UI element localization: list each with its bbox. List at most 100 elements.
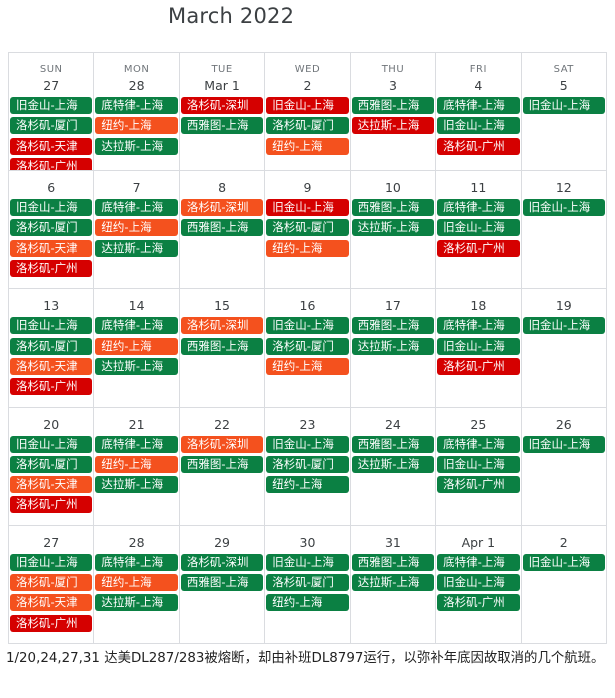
day-cell[interactable]: 31 西雅图-上海 达拉斯-上海 [350,525,437,644]
flight-event-chip[interactable]: 底特律-上海 [95,317,178,335]
day-cell[interactable]: 17 西雅图-上海 达拉斯-上海 [350,289,437,408]
day-cell[interactable]: 2 旧金山-上海 [521,525,607,644]
flight-event-chip[interactable]: 洛杉矶-深圳 [180,435,264,453]
day-cell[interactable]: 24 西雅图-上海 达拉斯-上海 [350,407,437,526]
flight-event-chip[interactable]: 洛杉矶-厦门 [266,574,349,592]
day-number[interactable]: 31 [384,534,401,550]
day-cell[interactable]: Apr 1 底特律-上海 旧金山-上海 洛杉矶-广州 [436,525,522,644]
day-number[interactable]: 28 [128,534,145,550]
day-cell[interactable]: 9 旧金山-上海 洛杉矶-厦门 纽约-上海 [265,171,351,290]
flight-event-chip[interactable]: 纽约-上海 [266,239,349,257]
day-number[interactable]: 27 [43,534,60,550]
flight-event-chip[interactable]: 旧金山-上海 [10,97,93,114]
flight-event-chip[interactable]: 达拉斯-上海 [351,455,435,473]
flight-event-chip[interactable]: 西雅图-上海 [351,435,435,453]
flight-event-chip[interactable]: 纽约-上海 [95,337,178,355]
day-cell[interactable]: 13 旧金山-上海 洛杉矶-厦门 洛杉矶-天津 洛杉矶-广州 [9,289,95,408]
flight-event-chip[interactable]: 底特律-上海 [437,435,520,453]
flight-event-chip[interactable]: 洛杉矶-广州 [437,594,520,612]
flight-event-chip[interactable]: 西雅图-上海 [351,317,435,335]
flight-event-chip[interactable]: 达拉斯-上海 [351,219,435,237]
day-cell[interactable]: 8 洛杉矶-深圳 西雅图-上海 [179,171,266,290]
day-cell[interactable]: 29 洛杉矶-深圳 西雅图-上海 [179,525,266,644]
flight-event-chip[interactable]: 底特律-上海 [437,553,520,571]
flight-event-chip[interactable]: 旧金山-上海 [522,97,605,114]
flight-event-chip[interactable]: 洛杉矶-深圳 [180,199,264,217]
flight-event-chip[interactable]: 旧金山-上海 [266,317,349,335]
day-cell[interactable]: 10 西雅图-上海 达拉斯-上海 [350,171,437,290]
day-cell[interactable]: 28 底特律-上海 纽约-上海 达拉斯-上海 [94,525,180,644]
flight-event-chip[interactable]: 底特律-上海 [95,97,178,114]
flight-event-chip[interactable]: 洛杉矶-天津 [10,357,93,375]
flight-event-chip[interactable]: 纽约-上海 [266,594,349,612]
flight-event-chip[interactable]: 旧金山-上海 [437,455,520,473]
day-number[interactable]: 12 [555,180,572,196]
flight-event-chip[interactable]: 洛杉矶-厦门 [10,219,93,237]
flight-event-chip[interactable]: 旧金山-上海 [437,219,520,237]
day-cell[interactable]: 11 底特律-上海 旧金山-上海 洛杉矶-广州 [436,171,522,290]
day-cell[interactable]: 18 底特律-上海 旧金山-上海 洛杉矶-广州 [436,289,522,408]
flight-event-chip[interactable]: 洛杉矶-天津 [10,239,93,257]
day-cell[interactable]: 14 底特律-上海 纽约-上海 达拉斯-上海 [94,289,180,408]
day-number[interactable]: 2 [303,78,312,93]
flight-event-chip[interactable]: 洛杉矶-厦门 [10,574,93,592]
flight-event-chip[interactable]: 洛杉矶-深圳 [180,317,264,335]
day-cell[interactable]: 15 洛杉矶-深圳 西雅图-上海 [179,289,266,408]
flight-event-chip[interactable]: 洛杉矶-厦门 [266,337,349,355]
flight-event-chip[interactable]: 洛杉矶-深圳 [180,553,264,571]
day-number[interactable]: 6 [47,180,56,196]
day-number[interactable]: 5 [559,78,568,93]
flight-event-chip[interactable]: 旧金山-上海 [10,435,93,453]
flight-event-chip[interactable]: 洛杉矶-厦门 [266,455,349,473]
flight-event-chip[interactable]: 达拉斯-上海 [95,594,178,612]
day-number[interactable]: 20 [43,416,60,432]
flight-event-chip[interactable]: 纽约-上海 [95,219,178,237]
flight-event-chip[interactable]: 达拉斯-上海 [95,476,178,494]
flight-event-chip[interactable]: 西雅图-上海 [180,337,264,355]
flight-event-chip[interactable]: 纽约-上海 [266,137,349,155]
flight-event-chip[interactable]: 达拉斯-上海 [351,574,435,592]
day-number[interactable]: 15 [214,298,231,314]
day-cell[interactable]: 21 底特律-上海 纽约-上海 达拉斯-上海 [94,407,180,526]
day-number[interactable]: Apr 1 [461,534,496,550]
flight-event-chip[interactable]: 旧金山-上海 [437,117,520,135]
day-number[interactable]: 3 [388,78,397,93]
day-number[interactable]: 17 [384,298,401,314]
day-cell[interactable]: 25 底特律-上海 旧金山-上海 洛杉矶-广州 [436,407,522,526]
day-number[interactable]: 29 [214,534,231,550]
flight-event-chip[interactable]: 纽约-上海 [95,117,178,135]
day-number[interactable]: 22 [214,416,231,432]
flight-event-chip[interactable]: 底特律-上海 [437,317,520,335]
day-number[interactable]: 4 [474,78,483,93]
day-number[interactable]: 8 [218,180,227,196]
day-number[interactable]: 10 [384,180,401,196]
flight-event-chip[interactable]: 洛杉矶-厦门 [10,337,93,355]
flight-event-chip[interactable]: 西雅图-上海 [180,117,264,135]
flight-event-chip[interactable]: 旧金山-上海 [437,337,520,355]
flight-event-chip[interactable]: 洛杉矶-厦门 [266,117,349,135]
day-number[interactable]: 24 [384,416,401,432]
flight-event-chip[interactable]: 旧金山-上海 [437,574,520,592]
flight-event-chip[interactable]: 底特律-上海 [437,97,520,114]
flight-event-chip[interactable]: 洛杉矶-天津 [10,137,93,155]
flight-event-chip[interactable]: 西雅图-上海 [180,455,264,473]
flight-event-chip[interactable]: 洛杉矶-广州 [437,239,520,257]
flight-event-chip[interactable]: 底特律-上海 [95,199,178,217]
day-cell[interactable]: 27 旧金山-上海 洛杉矶-厦门 洛杉矶-天津 洛杉矶-广州 [9,525,95,644]
flight-event-chip[interactable]: 旧金山-上海 [266,199,349,217]
flight-event-chip[interactable]: 西雅图-上海 [351,553,435,571]
flight-event-chip[interactable]: 达拉斯-上海 [95,357,178,375]
day-number[interactable]: 9 [303,180,312,196]
flight-event-chip[interactable]: 达拉斯-上海 [351,337,435,355]
flight-event-chip[interactable]: 旧金山-上海 [10,317,93,335]
day-number[interactable]: 28 [128,78,145,93]
flight-event-chip[interactable]: 旧金山-上海 [266,97,349,114]
day-cell[interactable]: 12 旧金山-上海 [521,171,607,290]
flight-event-chip[interactable]: 洛杉矶-广州 [10,260,93,278]
flight-event-chip[interactable]: 洛杉矶-广州 [10,157,93,171]
day-cell[interactable]: MON 28 底特律-上海 纽约-上海 达拉斯-上海 [94,53,180,172]
day-number[interactable]: 7 [132,180,141,196]
day-cell[interactable]: 23 旧金山-上海 洛杉矶-厦门 纽约-上海 [265,407,351,526]
day-cell[interactable]: 26 旧金山-上海 [521,407,607,526]
flight-event-chip[interactable]: 洛杉矶-广州 [10,378,93,396]
